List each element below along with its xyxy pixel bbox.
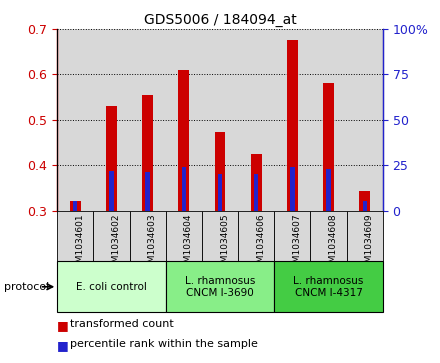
- Text: GSM1034609: GSM1034609: [365, 213, 374, 274]
- Bar: [311, 29, 347, 211]
- Text: GSM1034601: GSM1034601: [75, 213, 84, 274]
- Text: percentile rank within the sample: percentile rank within the sample: [70, 339, 258, 350]
- Title: GDS5006 / 184094_at: GDS5006 / 184094_at: [143, 13, 297, 26]
- Bar: [182, 167, 186, 211]
- Bar: [73, 201, 77, 211]
- Text: GSM1034606: GSM1034606: [256, 213, 265, 274]
- Bar: [274, 211, 311, 261]
- Text: GSM1034608: GSM1034608: [329, 213, 337, 274]
- Bar: [254, 174, 258, 211]
- Bar: [166, 29, 202, 211]
- Bar: [106, 106, 117, 211]
- Text: ■: ■: [57, 319, 69, 333]
- Bar: [142, 95, 153, 211]
- Bar: [129, 29, 166, 211]
- Bar: [166, 261, 274, 312]
- Bar: [238, 211, 274, 261]
- Bar: [215, 132, 225, 211]
- Bar: [178, 70, 189, 211]
- Bar: [274, 261, 383, 312]
- Bar: [290, 167, 294, 211]
- Bar: [347, 29, 383, 211]
- Bar: [57, 29, 93, 211]
- Bar: [57, 211, 93, 261]
- Text: protocol: protocol: [4, 282, 50, 292]
- Bar: [93, 211, 129, 261]
- Text: E. coli control: E. coli control: [76, 282, 147, 292]
- Bar: [146, 172, 150, 211]
- Bar: [218, 174, 222, 211]
- Bar: [93, 29, 129, 211]
- Bar: [166, 211, 202, 261]
- Bar: [326, 169, 331, 211]
- Bar: [202, 211, 238, 261]
- Text: GSM1034607: GSM1034607: [292, 213, 301, 274]
- Bar: [70, 201, 81, 211]
- Bar: [274, 29, 311, 211]
- Text: transformed count: transformed count: [70, 319, 174, 330]
- Text: GSM1034604: GSM1034604: [184, 213, 193, 274]
- Bar: [109, 171, 114, 211]
- Text: GSM1034602: GSM1034602: [111, 213, 121, 274]
- Bar: [129, 211, 166, 261]
- Bar: [311, 211, 347, 261]
- Bar: [359, 191, 370, 211]
- Bar: [323, 83, 334, 211]
- Bar: [57, 261, 166, 312]
- Bar: [202, 29, 238, 211]
- Bar: [287, 40, 298, 211]
- Bar: [238, 29, 274, 211]
- Text: GSM1034603: GSM1034603: [148, 213, 157, 274]
- Text: L. rhamnosus
CNCM I-3690: L. rhamnosus CNCM I-3690: [185, 276, 255, 298]
- Bar: [347, 211, 383, 261]
- Bar: [363, 201, 367, 211]
- Bar: [251, 154, 262, 211]
- Text: L. rhamnosus
CNCM I-4317: L. rhamnosus CNCM I-4317: [293, 276, 364, 298]
- Text: GSM1034605: GSM1034605: [220, 213, 229, 274]
- Text: ■: ■: [57, 339, 69, 352]
